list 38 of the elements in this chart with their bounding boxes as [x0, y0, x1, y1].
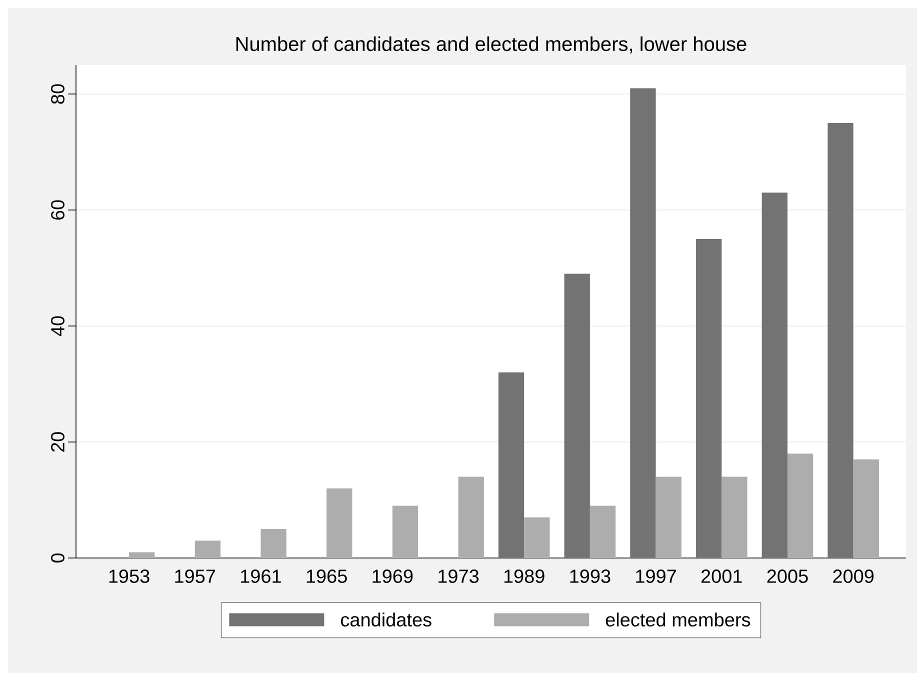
y-tick-label: 60 [51, 200, 64, 220]
x-tick-label: 1965 [306, 570, 347, 583]
x-tick-label: 2001 [701, 570, 742, 583]
bar [787, 454, 814, 558]
x-tick-label: 1953 [109, 570, 150, 583]
x-tick-label: 1997 [636, 570, 676, 583]
bar [524, 517, 550, 558]
x-tick-label: 1957 [175, 570, 216, 583]
y-tick-label: 80 [51, 84, 64, 104]
bar [656, 476, 682, 558]
x-tick-label: 1969 [372, 570, 413, 583]
bar [853, 459, 879, 558]
bar [260, 529, 286, 558]
bar [326, 488, 352, 558]
bar [458, 476, 484, 558]
chart-title: Number of candidates and elected members, lower house [236, 36, 746, 54]
x-tick-label: 1973 [438, 570, 479, 583]
y-tick-label: 0 [51, 553, 64, 563]
bar [564, 274, 590, 558]
bar [194, 540, 221, 558]
y-tick-label: 20 [51, 432, 64, 452]
bar [762, 192, 788, 558]
bar [498, 372, 524, 558]
bar [392, 506, 418, 558]
bar [828, 123, 854, 558]
bar [722, 476, 748, 558]
x-tick-label: 1961 [241, 570, 281, 583]
x-tick-label: 2009 [833, 570, 874, 583]
bar [630, 88, 656, 558]
legend-label: candidates [340, 612, 432, 627]
bar [696, 239, 722, 558]
x-tick-label: 2005 [767, 570, 808, 583]
x-tick-label: 1989 [504, 570, 544, 583]
bar [129, 552, 155, 558]
x-tick-label: 1993 [570, 570, 610, 583]
y-tick-label: 40 [51, 316, 64, 336]
bar [590, 506, 616, 558]
text: elected members [606, 612, 750, 627]
